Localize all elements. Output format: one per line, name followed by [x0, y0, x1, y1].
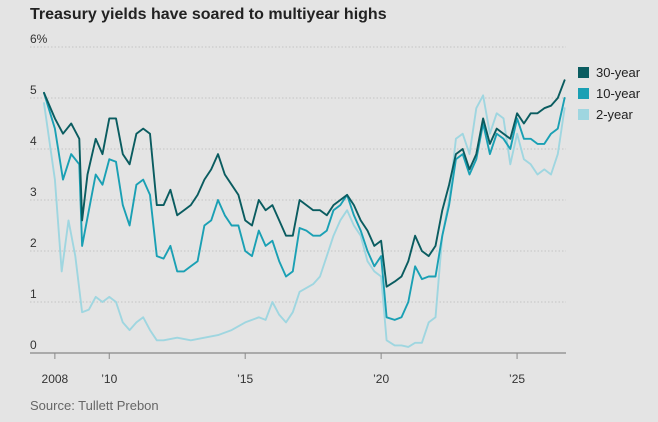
source-note: Source: Tullett Prebon: [30, 398, 159, 413]
chart-canvas: 0 1 2 3 4 5 6% 2008 ’10 ’15 ’20 ’25 30-year 10-year…: [30, 32, 641, 386]
legend-swatch-30-year: [578, 67, 589, 78]
x-tick-label-3: ’20: [373, 372, 389, 386]
x-tick-label-4: ’25: [509, 372, 525, 386]
y-tick-label-3: 3: [30, 185, 37, 199]
x-axis-ticks: 2008 ’10 ’15 ’20 ’25: [42, 353, 525, 386]
legend: 30-year 10-year 2-year: [578, 65, 641, 122]
series-line-10-year: [43, 91, 566, 321]
legend-label-30-year: 30-year: [596, 65, 641, 80]
y-tick-label-6: 6%: [30, 32, 48, 46]
legend-swatch-2-year: [578, 109, 589, 120]
gridlines: [30, 46, 566, 354]
y-tick-label-1: 1: [30, 287, 37, 301]
legend-label-10-year: 10-year: [596, 86, 641, 101]
series-line-2-year: [43, 94, 566, 348]
series-line-30-year: [43, 79, 566, 288]
y-tick-label-2: 2: [30, 236, 37, 250]
y-tick-label-4: 4: [30, 134, 37, 148]
y-axis-ticks: 0 1 2 3 4 5 6%: [30, 32, 48, 352]
x-tick-label-1: ’10: [101, 372, 117, 386]
legend-label-2-year: 2-year: [596, 107, 634, 122]
legend-swatch-10-year: [578, 88, 589, 99]
y-tick-label-5: 5: [30, 83, 37, 97]
x-tick-label-0: 2008: [42, 372, 69, 386]
x-tick-label-2: ’15: [237, 372, 253, 386]
chart-title: Treasury yields have soared to multiyear…: [30, 6, 387, 23]
series-lines: [43, 79, 566, 348]
y-tick-label-0: 0: [30, 338, 37, 352]
